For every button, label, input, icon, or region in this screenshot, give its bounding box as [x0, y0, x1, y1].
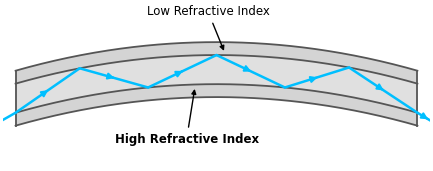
Text: High Refractive Index: High Refractive Index	[114, 90, 259, 146]
Polygon shape	[16, 42, 417, 126]
Text: Low Refractive Index: Low Refractive Index	[146, 5, 269, 49]
Polygon shape	[16, 55, 417, 113]
